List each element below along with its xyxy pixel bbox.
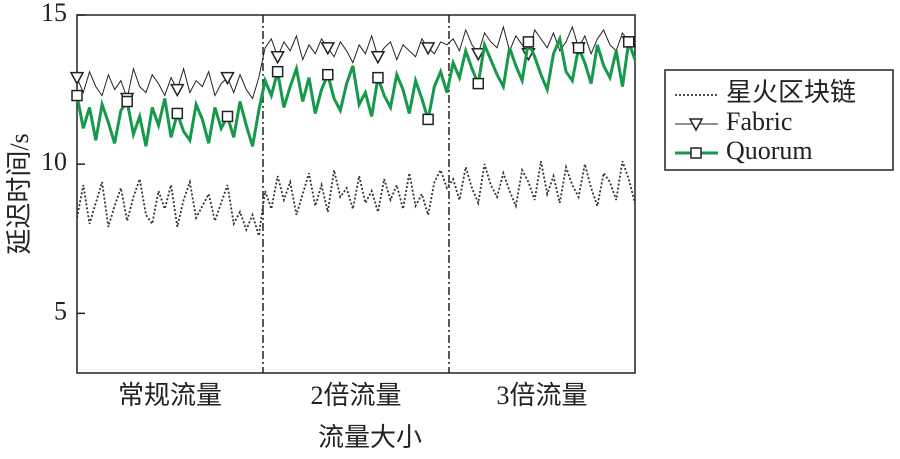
marker-square: [271, 65, 284, 78]
x-axis-label: 流量大小: [318, 423, 422, 452]
marker-square: [472, 77, 485, 90]
series-line: [76, 25, 636, 101]
marker-square: [422, 113, 434, 126]
marker-triangle: [420, 42, 436, 56]
legend-label: 星火区块链: [726, 78, 856, 107]
marker-square: [121, 95, 133, 108]
marker-square: [372, 71, 384, 84]
marker-square: [71, 89, 83, 102]
legend-label: Quorum: [726, 136, 813, 165]
marker-square: [322, 68, 334, 81]
marker-square: [622, 36, 635, 48]
marker-triangle: [688, 118, 704, 132]
x-section-label: 3倍流量: [496, 381, 587, 410]
marker-triangle: [320, 42, 336, 56]
marker-triangle: [69, 71, 85, 86]
marker-triangle: [220, 71, 235, 86]
y-tick-label: 10: [41, 147, 67, 176]
marker-triangle: [170, 83, 185, 98]
y-tick-label: 15: [41, 0, 67, 27]
marker-triangle: [470, 48, 486, 62]
y-tick-label: 5: [54, 296, 67, 325]
marker-triangle: [370, 51, 386, 65]
marker-square: [221, 110, 234, 123]
marker-square: [572, 42, 585, 54]
legend-label: Fabric: [726, 107, 792, 136]
plot-frame: [76, 14, 636, 374]
marker-square: [522, 36, 535, 48]
marker-square: [690, 147, 702, 159]
y-axis-label: 延迟时间/s: [5, 133, 34, 254]
marker-square: [171, 107, 184, 120]
marker-triangle: [270, 51, 285, 65]
series-line: [76, 160, 636, 237]
x-section-label: 2倍流量: [310, 381, 401, 410]
x-section-label: 常规流量: [118, 381, 222, 410]
series-line: [75, 33, 637, 147]
